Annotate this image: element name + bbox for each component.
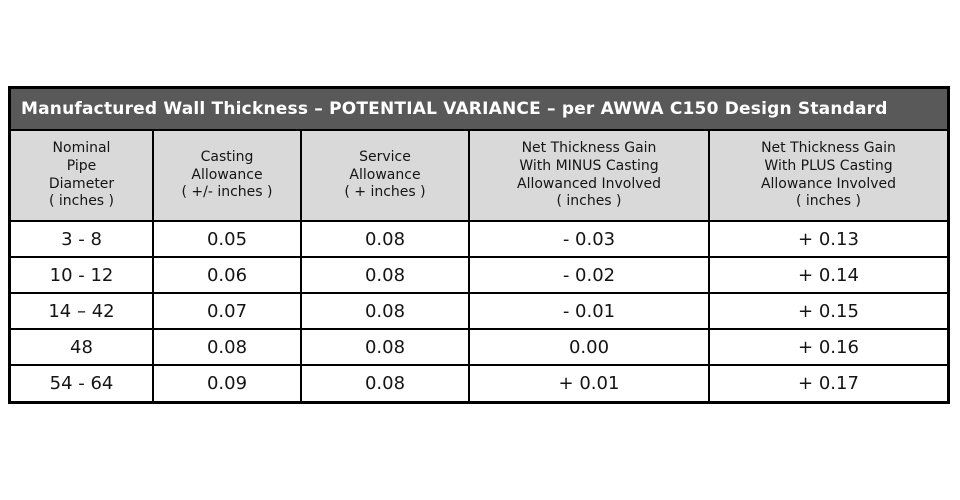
col-header-nominal-pipe-diameter: Nominal Pipe Diameter ( inches ) [11,131,154,222]
cell-casting-allowance: 0.07 [152,292,302,330]
header-row: Nominal Pipe Diameter ( inches ) Casting… [11,131,947,222]
cell-net-gain-minus-casting: - 0.01 [468,292,710,330]
cell-nominal-pipe-diameter: 14 – 42 [11,292,154,330]
cell-net-gain-minus-casting: 0.00 [468,328,710,366]
cell-net-gain-plus-casting: + 0.15 [708,292,947,330]
variance-data-grid: Nominal Pipe Diameter ( inches ) Casting… [11,131,947,401]
cell-service-allowance: 0.08 [300,292,470,330]
cell-casting-allowance: 0.06 [152,256,302,294]
cell-service-allowance: 0.08 [300,220,470,258]
cell-casting-allowance: 0.08 [152,328,302,366]
table-row: 10 - 12 0.06 0.08 - 0.02 + 0.14 [11,256,947,294]
table-row: 3 - 8 0.05 0.08 - 0.03 + 0.13 [11,220,947,258]
cell-nominal-pipe-diameter: 54 - 64 [11,364,154,401]
cell-nominal-pipe-diameter: 48 [11,328,154,366]
cell-net-gain-plus-casting: + 0.13 [708,220,947,258]
cell-nominal-pipe-diameter: 3 - 8 [11,220,154,258]
col-header-service-allowance: Service Allowance ( + inches ) [300,131,470,222]
cell-casting-allowance: 0.09 [152,364,302,401]
table-title-bar: Manufactured Wall Thickness – POTENTIAL … [11,89,947,131]
table-row: 14 – 42 0.07 0.08 - 0.01 + 0.15 [11,292,947,330]
wall-thickness-variance-table: Manufactured Wall Thickness – POTENTIAL … [8,86,950,404]
cell-service-allowance: 0.08 [300,256,470,294]
cell-net-gain-plus-casting: + 0.17 [708,364,947,401]
cell-nominal-pipe-diameter: 10 - 12 [11,256,154,294]
cell-net-gain-plus-casting: + 0.14 [708,256,947,294]
cell-casting-allowance: 0.05 [152,220,302,258]
cell-service-allowance: 0.08 [300,364,470,401]
cell-net-gain-minus-casting: + 0.01 [468,364,710,401]
cell-net-gain-minus-casting: - 0.02 [468,256,710,294]
cell-net-gain-plus-casting: + 0.16 [708,328,947,366]
col-header-net-gain-minus-casting: Net Thickness Gain With MINUS Casting Al… [468,131,710,222]
table-row: 48 0.08 0.08 0.00 + 0.16 [11,328,947,366]
cell-service-allowance: 0.08 [300,328,470,366]
col-header-net-gain-plus-casting: Net Thickness Gain With PLUS Casting All… [708,131,947,222]
table-row: 54 - 64 0.09 0.08 + 0.01 + 0.17 [11,364,947,401]
cell-net-gain-minus-casting: - 0.03 [468,220,710,258]
col-header-casting-allowance: Casting Allowance ( +/- inches ) [152,131,302,222]
